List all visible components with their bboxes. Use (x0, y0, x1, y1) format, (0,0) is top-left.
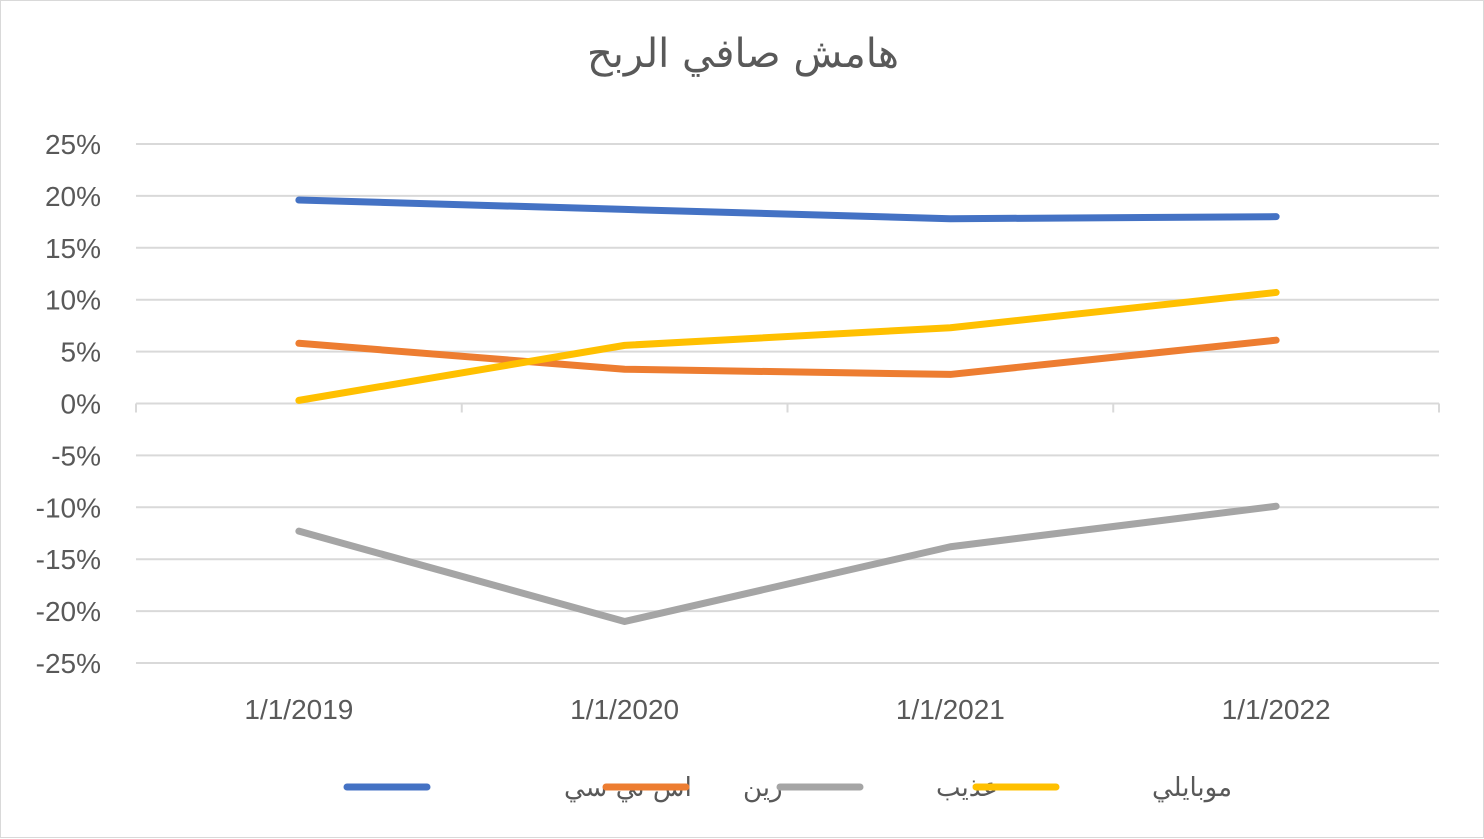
x-axis (135, 402, 1440, 413)
y-tick-label: -5% (51, 440, 101, 471)
y-tick-label: -20% (36, 596, 101, 627)
legend-label: زين (743, 773, 783, 803)
chart-title: هامش صافي الربح (586, 31, 900, 77)
y-tick-label: 20% (45, 181, 101, 212)
series-line (295, 196, 1280, 223)
y-tick-label: 10% (45, 285, 101, 316)
gridlines (136, 143, 1439, 664)
series-line (295, 288, 1280, 404)
y-tick-label: -15% (36, 544, 101, 575)
y-tick-label: 15% (45, 233, 101, 264)
series-line (295, 502, 1280, 625)
x-tick-label: 1/1/2020 (570, 694, 679, 725)
y-tick-label: 0% (61, 389, 101, 420)
y-axis-labels: 25% 20% 15% 10% 5% 0% -5% -10% -15% -20% -25% (36, 129, 101, 679)
series-lines (295, 196, 1280, 625)
x-tick-label: 1/1/2019 (244, 694, 353, 725)
x-tick-label: 1/1/2022 (1222, 694, 1331, 725)
x-tick-label: 1/1/2021 (896, 694, 1005, 725)
y-tick-label: 5% (61, 337, 101, 368)
y-tick-label: -10% (36, 492, 101, 523)
x-axis-labels: 1/1/2019 1/1/2020 1/1/2021 1/1/2022 (244, 694, 1330, 725)
series-line (295, 336, 1280, 378)
y-tick-label: -25% (36, 648, 101, 679)
legend-label: موبايلي (1152, 773, 1232, 803)
y-tick-label: 25% (45, 129, 101, 160)
